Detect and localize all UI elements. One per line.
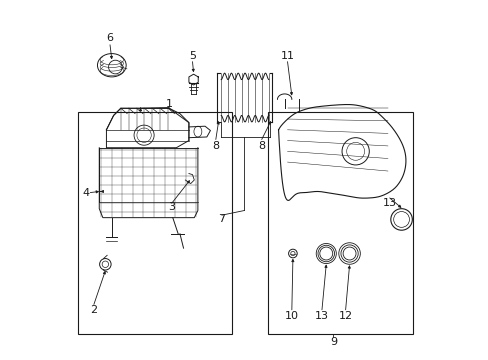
Bar — [267, 112, 412, 334]
Text: 12: 12 — [338, 311, 352, 321]
Text: 2: 2 — [90, 305, 97, 315]
Text: 9: 9 — [329, 337, 336, 347]
Bar — [78, 112, 231, 334]
Text: 10: 10 — [284, 311, 298, 321]
Text: 5: 5 — [189, 51, 196, 61]
Text: 1: 1 — [165, 99, 172, 109]
Text: 4: 4 — [82, 188, 89, 198]
Text: 3: 3 — [168, 202, 175, 212]
Text: 8: 8 — [258, 141, 264, 151]
Text: 13: 13 — [314, 311, 328, 321]
Text: 11: 11 — [280, 51, 294, 61]
Text: 7: 7 — [218, 215, 225, 224]
Text: 13: 13 — [382, 198, 396, 208]
Text: 8: 8 — [212, 141, 219, 151]
Text: 6: 6 — [106, 33, 113, 43]
